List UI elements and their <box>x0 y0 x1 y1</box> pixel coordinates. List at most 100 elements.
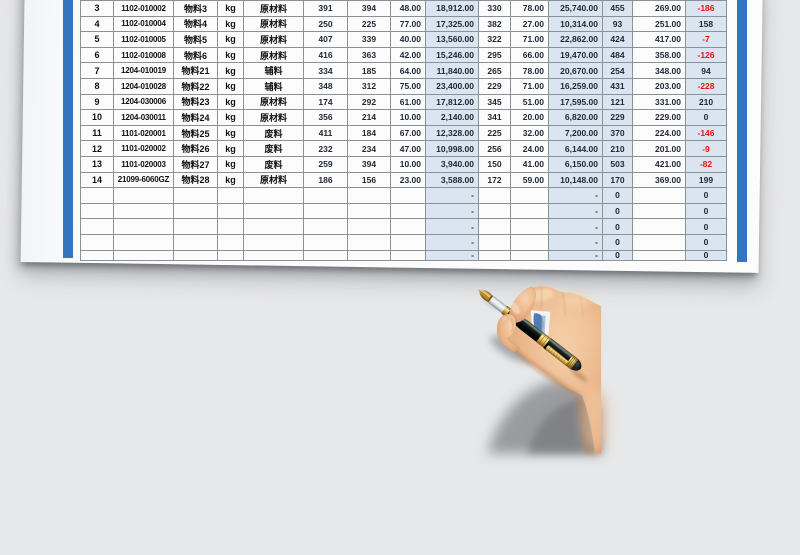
table-cell[interactable]: - <box>549 188 603 204</box>
table-cell[interactable]: 225 <box>348 16 391 33</box>
table-cell[interactable] <box>174 219 218 235</box>
table-cell[interactable] <box>114 250 174 261</box>
table-cell[interactable]: 229.00 <box>633 110 686 126</box>
table-cell[interactable] <box>348 203 391 220</box>
table-cell[interactable] <box>348 188 391 204</box>
table-cell[interactable]: 356 <box>304 110 348 126</box>
table-cell[interactable] <box>348 234 391 251</box>
table-cell[interactable]: - <box>549 234 603 251</box>
table-cell[interactable]: 94 <box>686 63 727 79</box>
table-cell[interactable] <box>633 219 686 235</box>
table-cell[interactable]: 0 <box>603 234 633 251</box>
table-cell[interactable]: 1102-010008 <box>114 47 174 64</box>
table-cell[interactable] <box>174 234 218 251</box>
table-cell[interactable]: 物料3 <box>174 1 218 17</box>
table-cell[interactable]: 184 <box>348 125 391 142</box>
table-cell[interactable]: - <box>426 219 479 235</box>
table-cell[interactable]: 5 <box>81 32 114 48</box>
table-cell[interactable]: 辅料 <box>244 78 304 95</box>
table-cell[interactable]: 394 <box>348 1 391 17</box>
table-cell[interactable]: 331.00 <box>633 94 686 111</box>
table-cell[interactable] <box>218 203 244 220</box>
table-cell[interactable] <box>244 250 304 261</box>
table-cell[interactable]: -82 <box>686 156 727 173</box>
table-cell[interactable]: 358.00 <box>633 47 686 64</box>
table-cell[interactable]: 物料4 <box>174 16 218 33</box>
table-cell[interactable]: 334 <box>304 63 348 79</box>
table-cell[interactable]: 411 <box>304 125 348 142</box>
table-cell[interactable]: 16,259.00 <box>549 78 603 95</box>
table-cell[interactable]: 1101-020003 <box>114 156 174 173</box>
table-cell[interactable] <box>348 250 391 261</box>
table-cell[interactable]: 40.00 <box>391 32 426 48</box>
table-cell[interactable] <box>81 219 114 235</box>
table-cell[interactable] <box>304 250 348 261</box>
table-cell[interactable]: 158 <box>686 16 727 33</box>
table-cell[interactable]: 363 <box>348 47 391 64</box>
table-cell[interactable]: -146 <box>686 125 727 142</box>
table-cell[interactable]: 455 <box>603 1 633 17</box>
table-cell[interactable] <box>81 234 114 251</box>
table-cell[interactable]: 原材料 <box>244 172 304 189</box>
table-cell[interactable]: 6,820.00 <box>549 110 603 126</box>
table-cell[interactable]: 229 <box>603 110 633 126</box>
table-cell[interactable]: 185 <box>348 63 391 79</box>
table-cell[interactable]: 370 <box>603 125 633 142</box>
table-cell[interactable] <box>391 188 426 204</box>
table-cell[interactable]: 17,812.00 <box>426 94 479 111</box>
table-cell[interactable] <box>114 188 174 204</box>
table-cell[interactable]: 物料21 <box>174 63 218 79</box>
table-cell[interactable]: 0 <box>686 250 727 261</box>
table-cell[interactable]: 3 <box>81 1 114 17</box>
table-cell[interactable]: 78.00 <box>511 63 549 79</box>
table-cell[interactable]: -7 <box>686 32 727 48</box>
table-cell[interactable]: 19,470.00 <box>549 47 603 64</box>
table-cell[interactable]: kg <box>218 16 244 33</box>
table-cell[interactable]: 1204-030011 <box>114 110 174 126</box>
table-cell[interactable]: 3,940.00 <box>426 156 479 173</box>
table-cell[interactable]: 199 <box>686 172 727 189</box>
table-cell[interactable] <box>479 219 511 235</box>
table-cell[interactable]: 12 <box>81 141 114 157</box>
table-cell[interactable] <box>511 219 549 235</box>
table-cell[interactable]: 12,328.00 <box>426 125 479 142</box>
table-cell[interactable]: 20,670.00 <box>549 63 603 79</box>
table-cell[interactable]: 394 <box>348 156 391 173</box>
table-cell[interactable]: 25,740.00 <box>549 1 603 17</box>
table-cell[interactable]: 0 <box>686 110 727 126</box>
table-cell[interactable]: 348 <box>304 78 348 95</box>
table-cell[interactable]: 2,140.00 <box>426 110 479 126</box>
table-cell[interactable]: 10.00 <box>391 110 426 126</box>
table-cell[interactable]: kg <box>218 141 244 157</box>
table-cell[interactable]: 23.00 <box>391 172 426 189</box>
table-cell[interactable] <box>81 250 114 261</box>
table-cell[interactable] <box>633 234 686 251</box>
table-cell[interactable]: 1101-020001 <box>114 125 174 142</box>
table-cell[interactable]: 67.00 <box>391 125 426 142</box>
table-cell[interactable]: kg <box>218 94 244 111</box>
table-cell[interactable]: 170 <box>603 172 633 189</box>
table-cell[interactable]: 312 <box>348 78 391 95</box>
table-cell[interactable]: 322 <box>479 32 511 48</box>
table-cell[interactable]: 物料24 <box>174 110 218 126</box>
table-cell[interactable]: 77.00 <box>391 16 426 33</box>
table-cell[interactable]: 物料5 <box>174 32 218 48</box>
table-cell[interactable]: 21099-6060GZ <box>114 172 174 189</box>
table-cell[interactable]: - <box>549 219 603 235</box>
table-cell[interactable]: kg <box>218 47 244 64</box>
table-cell[interactable]: kg <box>218 1 244 17</box>
table-cell[interactable]: 341 <box>479 110 511 126</box>
table-cell[interactable]: 原材料 <box>244 47 304 64</box>
table-cell[interactable]: 61.00 <box>391 94 426 111</box>
table-cell[interactable]: 原材料 <box>244 16 304 33</box>
table-cell[interactable]: 1102-010004 <box>114 16 174 33</box>
table-cell[interactable]: 物料25 <box>174 125 218 142</box>
table-cell[interactable]: kg <box>218 32 244 48</box>
table-cell[interactable]: 66.00 <box>511 47 549 64</box>
table-cell[interactable]: 259 <box>304 156 348 173</box>
table-cell[interactable]: 17,325.00 <box>426 16 479 33</box>
table-cell[interactable]: 224.00 <box>633 125 686 142</box>
table-cell[interactable] <box>174 188 218 204</box>
table-cell[interactable]: - <box>426 250 479 261</box>
table-cell[interactable]: 原材料 <box>244 94 304 111</box>
